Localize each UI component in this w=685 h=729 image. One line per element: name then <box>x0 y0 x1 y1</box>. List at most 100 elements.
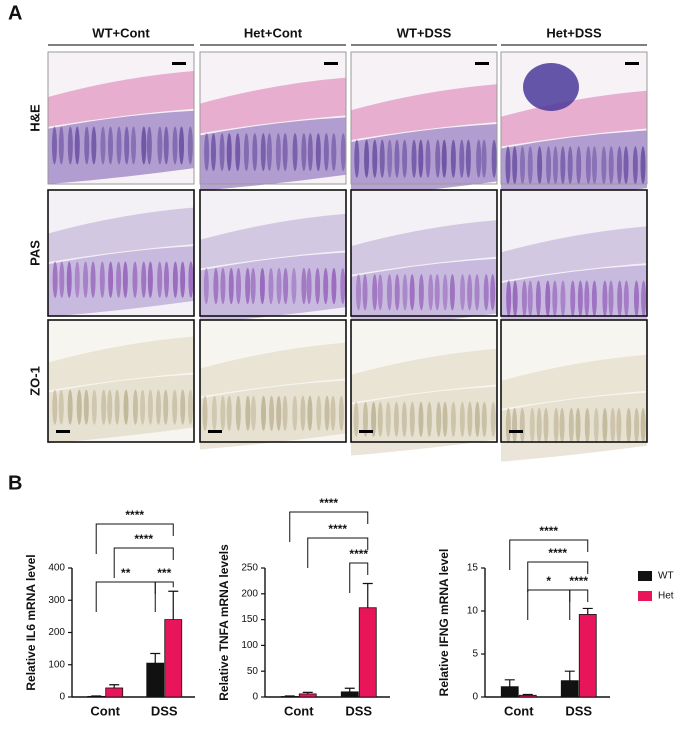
scale-bar <box>208 430 222 433</box>
crypt <box>307 395 313 431</box>
crypt <box>402 139 408 178</box>
crypt <box>386 274 392 311</box>
crypt <box>269 395 275 431</box>
crypt <box>226 133 232 172</box>
crypt <box>459 139 465 178</box>
crypt <box>163 389 169 425</box>
crypt <box>300 395 306 431</box>
crypt <box>187 126 193 165</box>
crypt <box>467 274 473 311</box>
bar <box>146 662 165 698</box>
crypt <box>116 126 122 165</box>
error-bar <box>582 607 593 615</box>
histology-image <box>199 319 347 450</box>
panel-label: A <box>8 2 22 24</box>
crypt <box>576 146 582 185</box>
crypt <box>187 389 193 425</box>
mucosa <box>351 258 497 330</box>
crypt <box>483 274 489 311</box>
y-axis-label: Relative IFNG mRNA level <box>437 549 451 697</box>
y-tick-label: 200 <box>241 588 258 599</box>
crypt <box>633 280 639 317</box>
bar <box>164 619 183 698</box>
crypt <box>66 261 72 298</box>
y-axis-label: Relative IL6 mRNA level <box>24 554 38 690</box>
crypt <box>51 126 57 165</box>
crypt <box>401 401 407 437</box>
y-tick-label: 150 <box>241 614 258 625</box>
significance-bracket <box>349 562 369 593</box>
significance-label: **** <box>349 547 368 561</box>
bar <box>518 694 537 698</box>
crypt <box>261 395 267 431</box>
crypt <box>450 139 456 178</box>
significance-label: **** <box>319 496 338 510</box>
crypt <box>512 146 518 185</box>
y-tick-label: 100 <box>241 640 258 651</box>
histology-image <box>350 319 498 456</box>
crypt <box>459 401 465 437</box>
lymphoid <box>523 63 579 111</box>
scale-bar <box>324 62 338 65</box>
significance-bracket <box>569 589 589 620</box>
crypt <box>58 389 64 425</box>
row-label: H&E <box>27 104 42 132</box>
crypt <box>537 146 543 185</box>
crypt <box>202 395 208 431</box>
significance-label: ** <box>121 566 131 580</box>
crypt <box>434 274 440 311</box>
crypt <box>634 407 640 444</box>
crypt <box>623 146 629 185</box>
histology-image <box>47 189 195 317</box>
crypt <box>449 274 455 311</box>
crypt <box>640 146 646 185</box>
row-label: PAS <box>27 240 42 266</box>
crypt <box>353 401 359 437</box>
image-border <box>199 51 347 185</box>
legend-swatch <box>638 591 652 601</box>
crypt <box>640 407 646 444</box>
x-tick-label: DSS <box>151 703 178 718</box>
significance-label: **** <box>328 522 347 536</box>
y-tick-label: 250 <box>241 563 258 574</box>
crypt <box>58 126 64 165</box>
crypt <box>377 401 383 437</box>
significance-label: *** <box>157 566 171 580</box>
crypt <box>442 401 448 437</box>
error-bar <box>362 582 373 608</box>
crypt <box>228 267 234 305</box>
crypt <box>402 274 408 311</box>
crypt <box>377 274 383 311</box>
mucosa <box>48 110 194 185</box>
crypt <box>131 126 137 165</box>
crypt <box>616 146 622 185</box>
y-tick-label: 100 <box>48 659 65 670</box>
x-tick-label: Cont <box>504 703 534 718</box>
histology-image <box>350 189 498 330</box>
crypt <box>291 267 297 305</box>
tissue-band <box>48 207 194 263</box>
crypt <box>235 395 241 431</box>
crypt <box>163 261 169 298</box>
crypt <box>107 126 113 165</box>
crypt <box>474 274 480 311</box>
scale-bar <box>359 430 373 433</box>
y-tick-label: 200 <box>48 627 65 638</box>
histology-image <box>47 319 195 444</box>
significance-bracket <box>527 561 589 592</box>
error-bar <box>504 679 515 687</box>
crypt <box>506 280 512 317</box>
crypt <box>585 146 591 185</box>
error-bar <box>284 695 295 697</box>
image-border <box>350 51 498 185</box>
error-bar <box>302 691 313 694</box>
crypt <box>387 139 393 178</box>
y-tick-label: 50 <box>247 666 259 677</box>
crypt <box>512 407 518 444</box>
tissue-band <box>501 226 647 282</box>
crypt <box>226 395 232 431</box>
legend-label: Het <box>658 591 674 602</box>
crypt <box>623 280 629 317</box>
crypt <box>307 133 313 172</box>
